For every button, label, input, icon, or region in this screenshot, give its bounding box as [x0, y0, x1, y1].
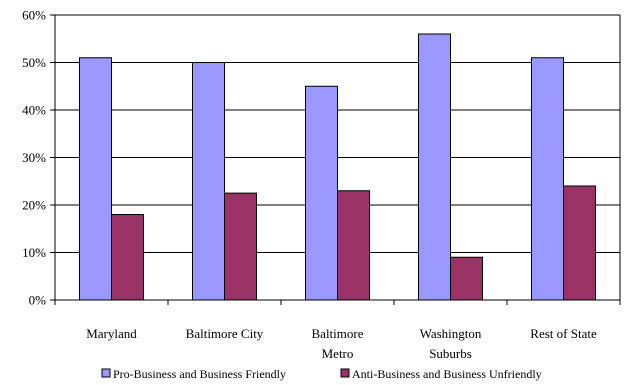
category-label: Washington [420, 326, 482, 341]
bar-pro-business [531, 57, 564, 301]
category-label: Baltimore City [186, 326, 264, 341]
y-tick-label: 30% [22, 150, 46, 165]
bar-pro-business [192, 62, 225, 301]
axes [50, 14, 621, 305]
bar-anti-business [563, 185, 596, 301]
y-tick-label: 40% [22, 103, 46, 118]
bar-pro-business [79, 57, 112, 301]
y-tick-label: 0% [29, 293, 47, 308]
bar-anti-business [337, 190, 370, 301]
y-tick-label: 50% [22, 55, 46, 70]
category-label: Maryland [86, 326, 137, 341]
legend: Pro-Business and Business Friendly Anti-B… [101, 367, 542, 381]
y-tick-label: 20% [22, 198, 46, 213]
y-axis-tick-labels: 0% 10% 20% 30% 40% 50% 60% [22, 8, 46, 308]
legend-swatch [340, 368, 350, 378]
category-label: Metro [322, 346, 354, 361]
legend-label: Pro-Business and Business Friendly [113, 367, 286, 381]
bar-anti-business [111, 214, 144, 301]
category-label: Suburbs [429, 346, 472, 361]
bar-anti-business [224, 192, 257, 301]
y-tick-label: 60% [22, 8, 46, 23]
legend-label: Anti-Business and Business Unfriendly [352, 367, 542, 381]
bar-anti-business [450, 256, 483, 301]
y-tick-label: 10% [22, 245, 46, 260]
bar-pro-business [418, 33, 451, 301]
bars [79, 33, 596, 301]
x-axis-category-labels: Maryland Baltimore City Baltimore Metro Wash… [86, 326, 597, 361]
category-label: Baltimore [312, 326, 364, 341]
legend-swatch [101, 368, 111, 378]
bar-pro-business [305, 85, 338, 301]
category-label: Rest of State [530, 326, 597, 341]
